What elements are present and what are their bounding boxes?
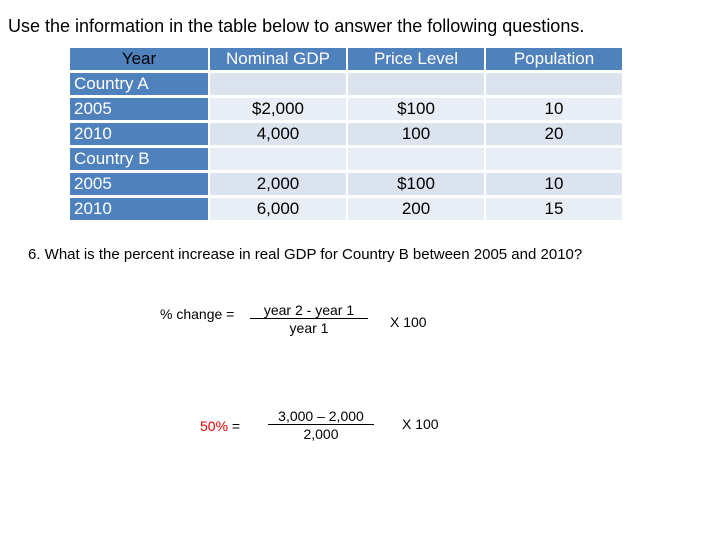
gdp-table: Year Nominal GDP Price Level Population …: [68, 46, 624, 223]
cell-population: [486, 148, 622, 171]
cell-nominal-gdp: $2,000: [210, 98, 346, 121]
answer-label: 50% =: [200, 418, 240, 434]
table-row: 2010 4,000 100 20: [70, 123, 622, 146]
table-header-row: Year Nominal GDP Price Level Population: [70, 48, 622, 71]
cell-nominal-gdp: [210, 73, 346, 96]
answer-multiplier: X 100: [402, 416, 439, 432]
cell-nominal-gdp: 6,000: [210, 198, 346, 221]
row-label: 2010: [70, 198, 208, 221]
answer-numerator: 3,000 – 2,000: [268, 408, 374, 425]
header-nominal-gdp: Nominal GDP: [210, 48, 346, 71]
formula-numerator: year 2 - year 1: [250, 302, 368, 319]
formula-label: % change =: [160, 306, 235, 322]
answer-fraction: 3,000 – 2,000 2,000: [268, 408, 374, 443]
cell-price-level: $100: [348, 98, 484, 121]
table-row: 2005 $2,000 $100 10: [70, 98, 622, 121]
cell-population: 20: [486, 123, 622, 146]
table-row: 2010 6,000 200 15: [70, 198, 622, 221]
cell-nominal-gdp: [210, 148, 346, 171]
formula-denominator: year 1: [289, 320, 329, 336]
header-population: Population: [486, 48, 622, 71]
formula-fraction: year 2 - year 1 year 1: [250, 302, 368, 337]
cell-population: 15: [486, 198, 622, 221]
header-year: Year: [70, 48, 208, 71]
instructions-text: Use the information in the table below t…: [8, 16, 585, 36]
header-price-level: Price Level: [348, 48, 484, 71]
cell-price-level: [348, 148, 484, 171]
table-row: Country A: [70, 73, 622, 96]
cell-price-level: 100: [348, 123, 484, 146]
formula-multiplier: X 100: [390, 314, 427, 330]
cell-price-level: 200: [348, 198, 484, 221]
table-row: Country B: [70, 148, 622, 171]
row-label: 2010: [70, 123, 208, 146]
cell-population: [486, 73, 622, 96]
row-label: 2005: [70, 98, 208, 121]
row-label: Country A: [70, 73, 208, 96]
row-label: 2005: [70, 173, 208, 196]
answer-equals: =: [231, 418, 241, 434]
table-row: 2005 2,000 $100 10: [70, 173, 622, 196]
cell-population: 10: [486, 98, 622, 121]
cell-population: 10: [486, 173, 622, 196]
cell-nominal-gdp: 2,000: [210, 173, 346, 196]
cell-nominal-gdp: 4,000: [210, 123, 346, 146]
answer-denominator: 2,000: [303, 426, 339, 442]
cell-price-level: $100: [348, 173, 484, 196]
row-label: Country B: [70, 148, 208, 171]
answer-result: 50%: [200, 418, 229, 434]
cell-price-level: [348, 73, 484, 96]
question-text: 6. What is the percent increase in real …: [28, 246, 583, 263]
